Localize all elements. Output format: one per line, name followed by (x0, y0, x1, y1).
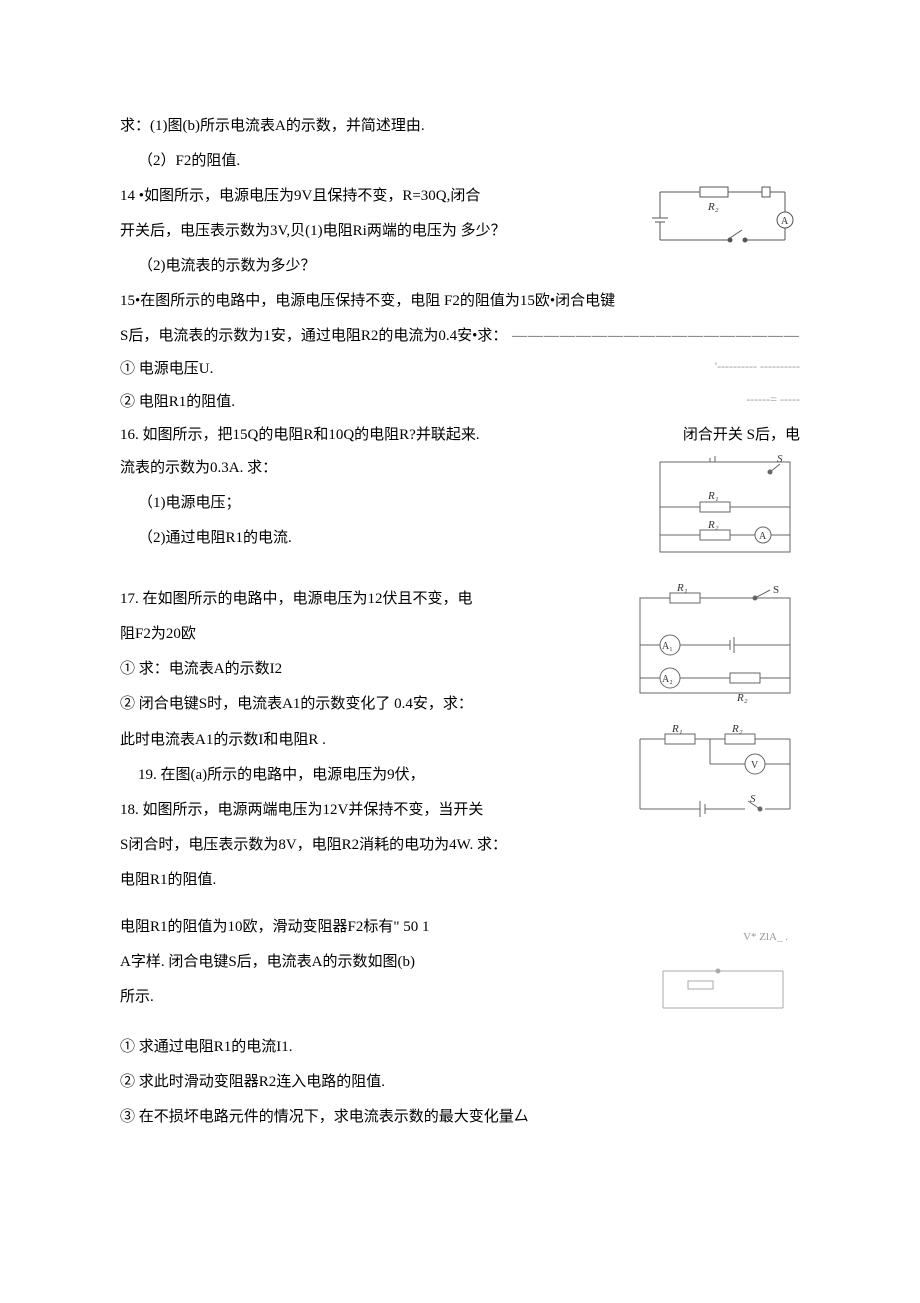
q16-r1-label: R₁ (707, 490, 719, 502)
q17-s-label: S (773, 584, 779, 596)
q18-line3: 电阻R1的阻值. (120, 864, 800, 897)
q15-dash3: ------= ----- (746, 386, 800, 419)
q17-r1-label: R₁ (676, 583, 688, 594)
q19-meter-text: V* ZlA_ . (743, 931, 788, 943)
q14-a-label: A (781, 216, 789, 227)
q16-line1b: 闭合开关 S后，电 (683, 419, 800, 452)
q18-s-label: S (750, 793, 756, 805)
q19-meter: V* ZlA_ . (731, 911, 800, 963)
q19b-line5: ② 求此时滑动变阻器R2连入电路的阻值. (120, 1066, 800, 1099)
q13-line1: 求：(1)图(b)所示电流表A的示数，并简述理由. (120, 110, 800, 143)
q18-diagram: R₁ R₂ V S (630, 724, 800, 837)
q16-s-label: S (777, 453, 783, 465)
q14-circuit-svg: R₂ A (650, 180, 800, 248)
document-content: 求：(1)图(b)所示电流表A的示数，并简述理由. （2）F2的阻值. (120, 110, 800, 1134)
q15-line3a: ① 电源电压U. (120, 353, 213, 386)
q19b-line4: ① 求通过电阻R1的电流I1. (120, 1031, 800, 1064)
q16-line1a: 16. 如图所示，把15Q的电阻R和10Q的电阻R?并联起来. (120, 419, 480, 452)
q17-a2-label: A₂ (662, 674, 673, 685)
q17-r2-label: R₂ (736, 692, 748, 703)
q16-diagram: R₁ R₂ A S (650, 452, 800, 575)
q17-circuit-svg: R₁ S A₁ A₂ R₂ (630, 583, 800, 703)
q19b-line6: ③ 在不损坏电路元件的情况下，求电流表示数的最大变化量厶 (120, 1101, 800, 1134)
q15-dash1: —————————————————— (512, 320, 800, 353)
q15-line4a: ② 电阻R1的阻值. (120, 386, 235, 419)
q19-circuit-svg (658, 963, 788, 1018)
q17-diagram: R₁ S A₁ A₂ R₂ (630, 583, 800, 716)
q19b-line1: 电阻R1的阻值为10欧，滑动变阻器F2标有" 50 1 (120, 911, 800, 944)
q14-diagram: R₂ A (650, 180, 800, 261)
q17-a1-label: A₁ (662, 641, 673, 652)
q16-circuit-svg: R₁ R₂ A S (650, 452, 800, 562)
q14-r2-label: R₂ (707, 201, 719, 213)
q18-r1-label: R₁ (671, 724, 683, 735)
q16-a-label: A (759, 531, 767, 542)
q13-line2: （2）F2的阻值. (120, 145, 800, 178)
q19-diagram (658, 963, 788, 1031)
q18-v-label: V (751, 760, 759, 771)
q18-r2-label: R₂ (731, 724, 743, 735)
q16-r2-label: R₂ (707, 519, 719, 531)
q15-dash2: '---------- ---------- (715, 353, 800, 386)
q18-circuit-svg: R₁ R₂ V S (630, 724, 800, 824)
q15-line1: 15•在图所示的电路中，电源电压保持不变，电阻 F2的阻值为15欧•闭合电键 (120, 285, 800, 318)
q15-line2a: S后，电流表的示数为1安，通过电阻R2的电流为0.4安•求： (120, 320, 507, 353)
